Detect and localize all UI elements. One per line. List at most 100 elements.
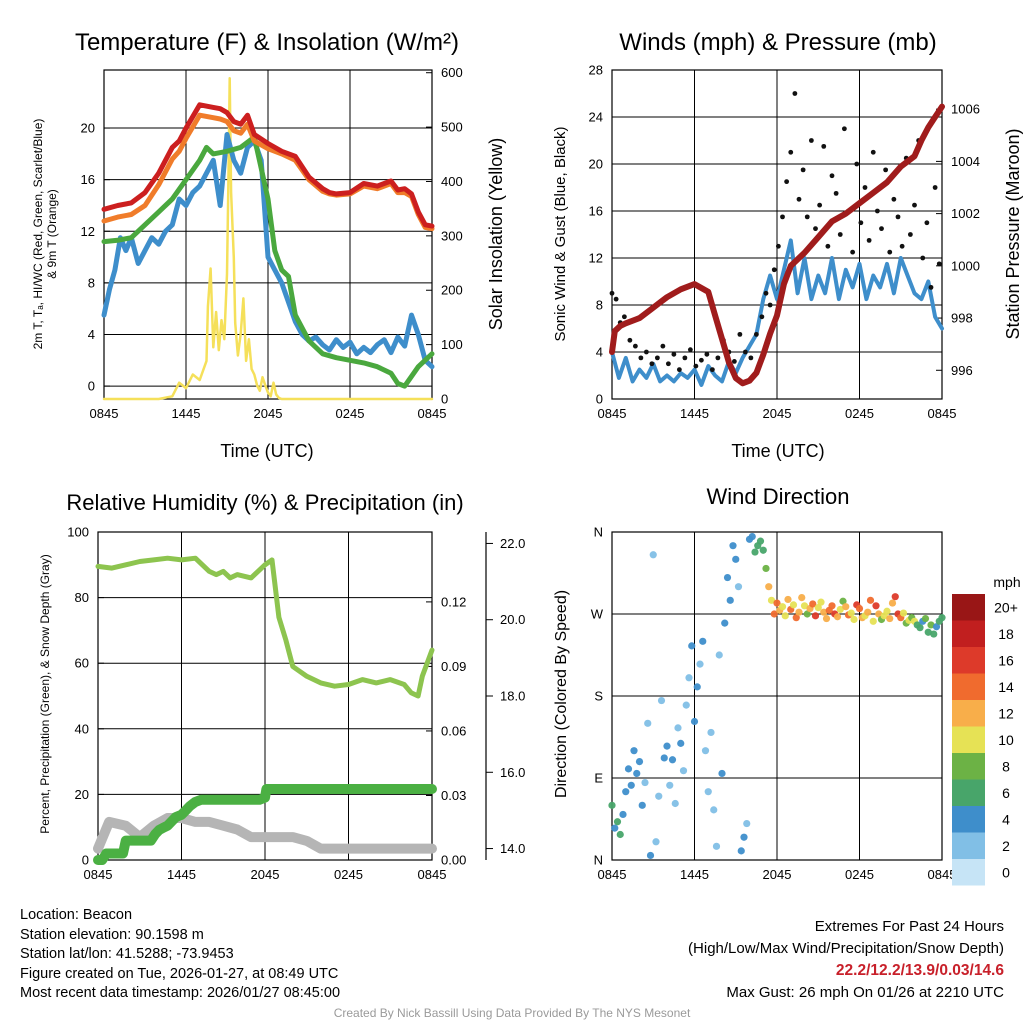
colorbar-label: 16 xyxy=(998,652,1014,668)
direction-point xyxy=(677,739,685,747)
gust-point xyxy=(737,331,743,337)
direction-point xyxy=(723,573,732,582)
x-tick-label: 0845 xyxy=(928,406,957,421)
x-axis-label: Time (UTC) xyxy=(220,441,313,461)
colorbar-label: 14 xyxy=(998,679,1014,695)
direction-point xyxy=(611,824,619,832)
gust-point xyxy=(780,214,785,220)
colorbar-label: 12 xyxy=(998,705,1014,721)
gust-point xyxy=(813,226,818,232)
direction-point xyxy=(886,614,894,623)
direction-point xyxy=(660,754,668,762)
x-tick-label: 0845 xyxy=(598,867,627,882)
y2-tick-label: 1006 xyxy=(951,102,980,117)
direction-point xyxy=(888,599,897,607)
gust-point xyxy=(912,202,917,208)
y-tick-label: 12 xyxy=(589,251,603,266)
gust-point xyxy=(800,167,806,173)
x-tick-label: 0845 xyxy=(90,406,119,421)
recent-timestamp: Most recent data timestamp: 2026/01/27 0… xyxy=(20,985,341,1002)
direction-point xyxy=(875,610,883,618)
y-tick-label: W xyxy=(591,607,604,622)
direction-point xyxy=(693,683,701,691)
x-tick-label: 1445 xyxy=(172,406,201,421)
direction-point xyxy=(630,747,638,755)
direction-point xyxy=(778,603,787,611)
gust-point xyxy=(627,337,633,343)
direction-point xyxy=(820,608,828,616)
direction-point xyxy=(932,623,941,631)
gust-point xyxy=(704,351,710,357)
direction-point xyxy=(781,612,789,620)
direction-point xyxy=(800,602,809,610)
y-tick-label: 80 xyxy=(75,590,89,605)
direction-point xyxy=(663,742,671,750)
direction-point xyxy=(732,555,740,563)
colorbar-label: 10 xyxy=(998,732,1014,748)
x-tick-label: 0845 xyxy=(418,406,447,421)
gust-point xyxy=(649,361,655,367)
direction-point xyxy=(710,806,718,814)
y-tick-label: N xyxy=(594,853,603,868)
direction-point xyxy=(699,637,707,645)
y2-tick-label: 1000 xyxy=(951,258,980,273)
gust-point xyxy=(792,91,798,96)
colorbar-swatch xyxy=(952,673,985,700)
gust-point xyxy=(638,355,644,361)
direction-point xyxy=(762,564,770,573)
direction-point xyxy=(855,604,864,613)
relative-humidity-line xyxy=(95,555,435,699)
direction-point xyxy=(668,756,677,764)
colorbar-swatch xyxy=(952,859,985,886)
chart-title: Relative Humidity (%) & Precipitation (i… xyxy=(66,490,463,515)
colorbar-swatch xyxy=(952,753,985,780)
gust-point xyxy=(748,355,754,361)
direction-point xyxy=(789,601,798,609)
direction-point xyxy=(715,651,723,659)
direction-point xyxy=(682,701,690,709)
x-axis-label: Time (UTC) xyxy=(731,441,824,461)
direction-point xyxy=(635,758,644,766)
direction-point xyxy=(748,532,756,541)
direction-point xyxy=(666,781,674,789)
gust-point xyxy=(895,214,901,220)
y-tick-label: 0 xyxy=(596,392,603,407)
x-tick-label: 2045 xyxy=(763,867,792,882)
colorbar-label: 4 xyxy=(1002,811,1010,827)
gust-point xyxy=(742,349,748,355)
y2-tick-label: 200 xyxy=(441,283,463,298)
y-tick-label: 20 xyxy=(589,157,603,172)
direction-point xyxy=(921,614,930,623)
direction-point xyxy=(899,609,908,617)
y-tick-label: 60 xyxy=(75,656,89,671)
y-axis-label: Direction (Colored By Speed) xyxy=(553,590,570,798)
y3-tick-label: 22.0 xyxy=(500,536,525,551)
direction-point xyxy=(622,788,630,796)
y2-tick-label: 500 xyxy=(441,120,463,135)
gust-point xyxy=(796,196,802,202)
direction-point xyxy=(847,609,855,617)
direction-point xyxy=(773,599,781,607)
direction-point xyxy=(638,801,646,809)
colorbar-swatch xyxy=(952,594,985,621)
x-tick-label: 2045 xyxy=(254,406,283,421)
gust-point xyxy=(763,290,769,296)
extremes-values: 22.2/12.2/13.9/0.03/14.6 xyxy=(835,962,1004,979)
direction-point xyxy=(633,769,641,778)
gust-point xyxy=(821,143,827,149)
y3-tick-label: 14.0 xyxy=(500,841,525,856)
y-tick-label: 12 xyxy=(81,224,95,239)
gust-point xyxy=(850,249,856,255)
y-axis-label-line: & 9m T (Orange) xyxy=(45,189,59,279)
gust-point xyxy=(866,237,872,243)
direction-point xyxy=(869,617,877,625)
gust-point xyxy=(883,167,889,173)
sonic-wind-line xyxy=(610,238,944,387)
direction-point xyxy=(784,595,792,604)
colorbar-swatch xyxy=(952,700,985,727)
gust-point xyxy=(858,220,864,226)
y2-tick-label: 0.06 xyxy=(441,723,466,738)
series-line-2m-t xyxy=(101,102,435,229)
direction-point xyxy=(712,842,721,850)
